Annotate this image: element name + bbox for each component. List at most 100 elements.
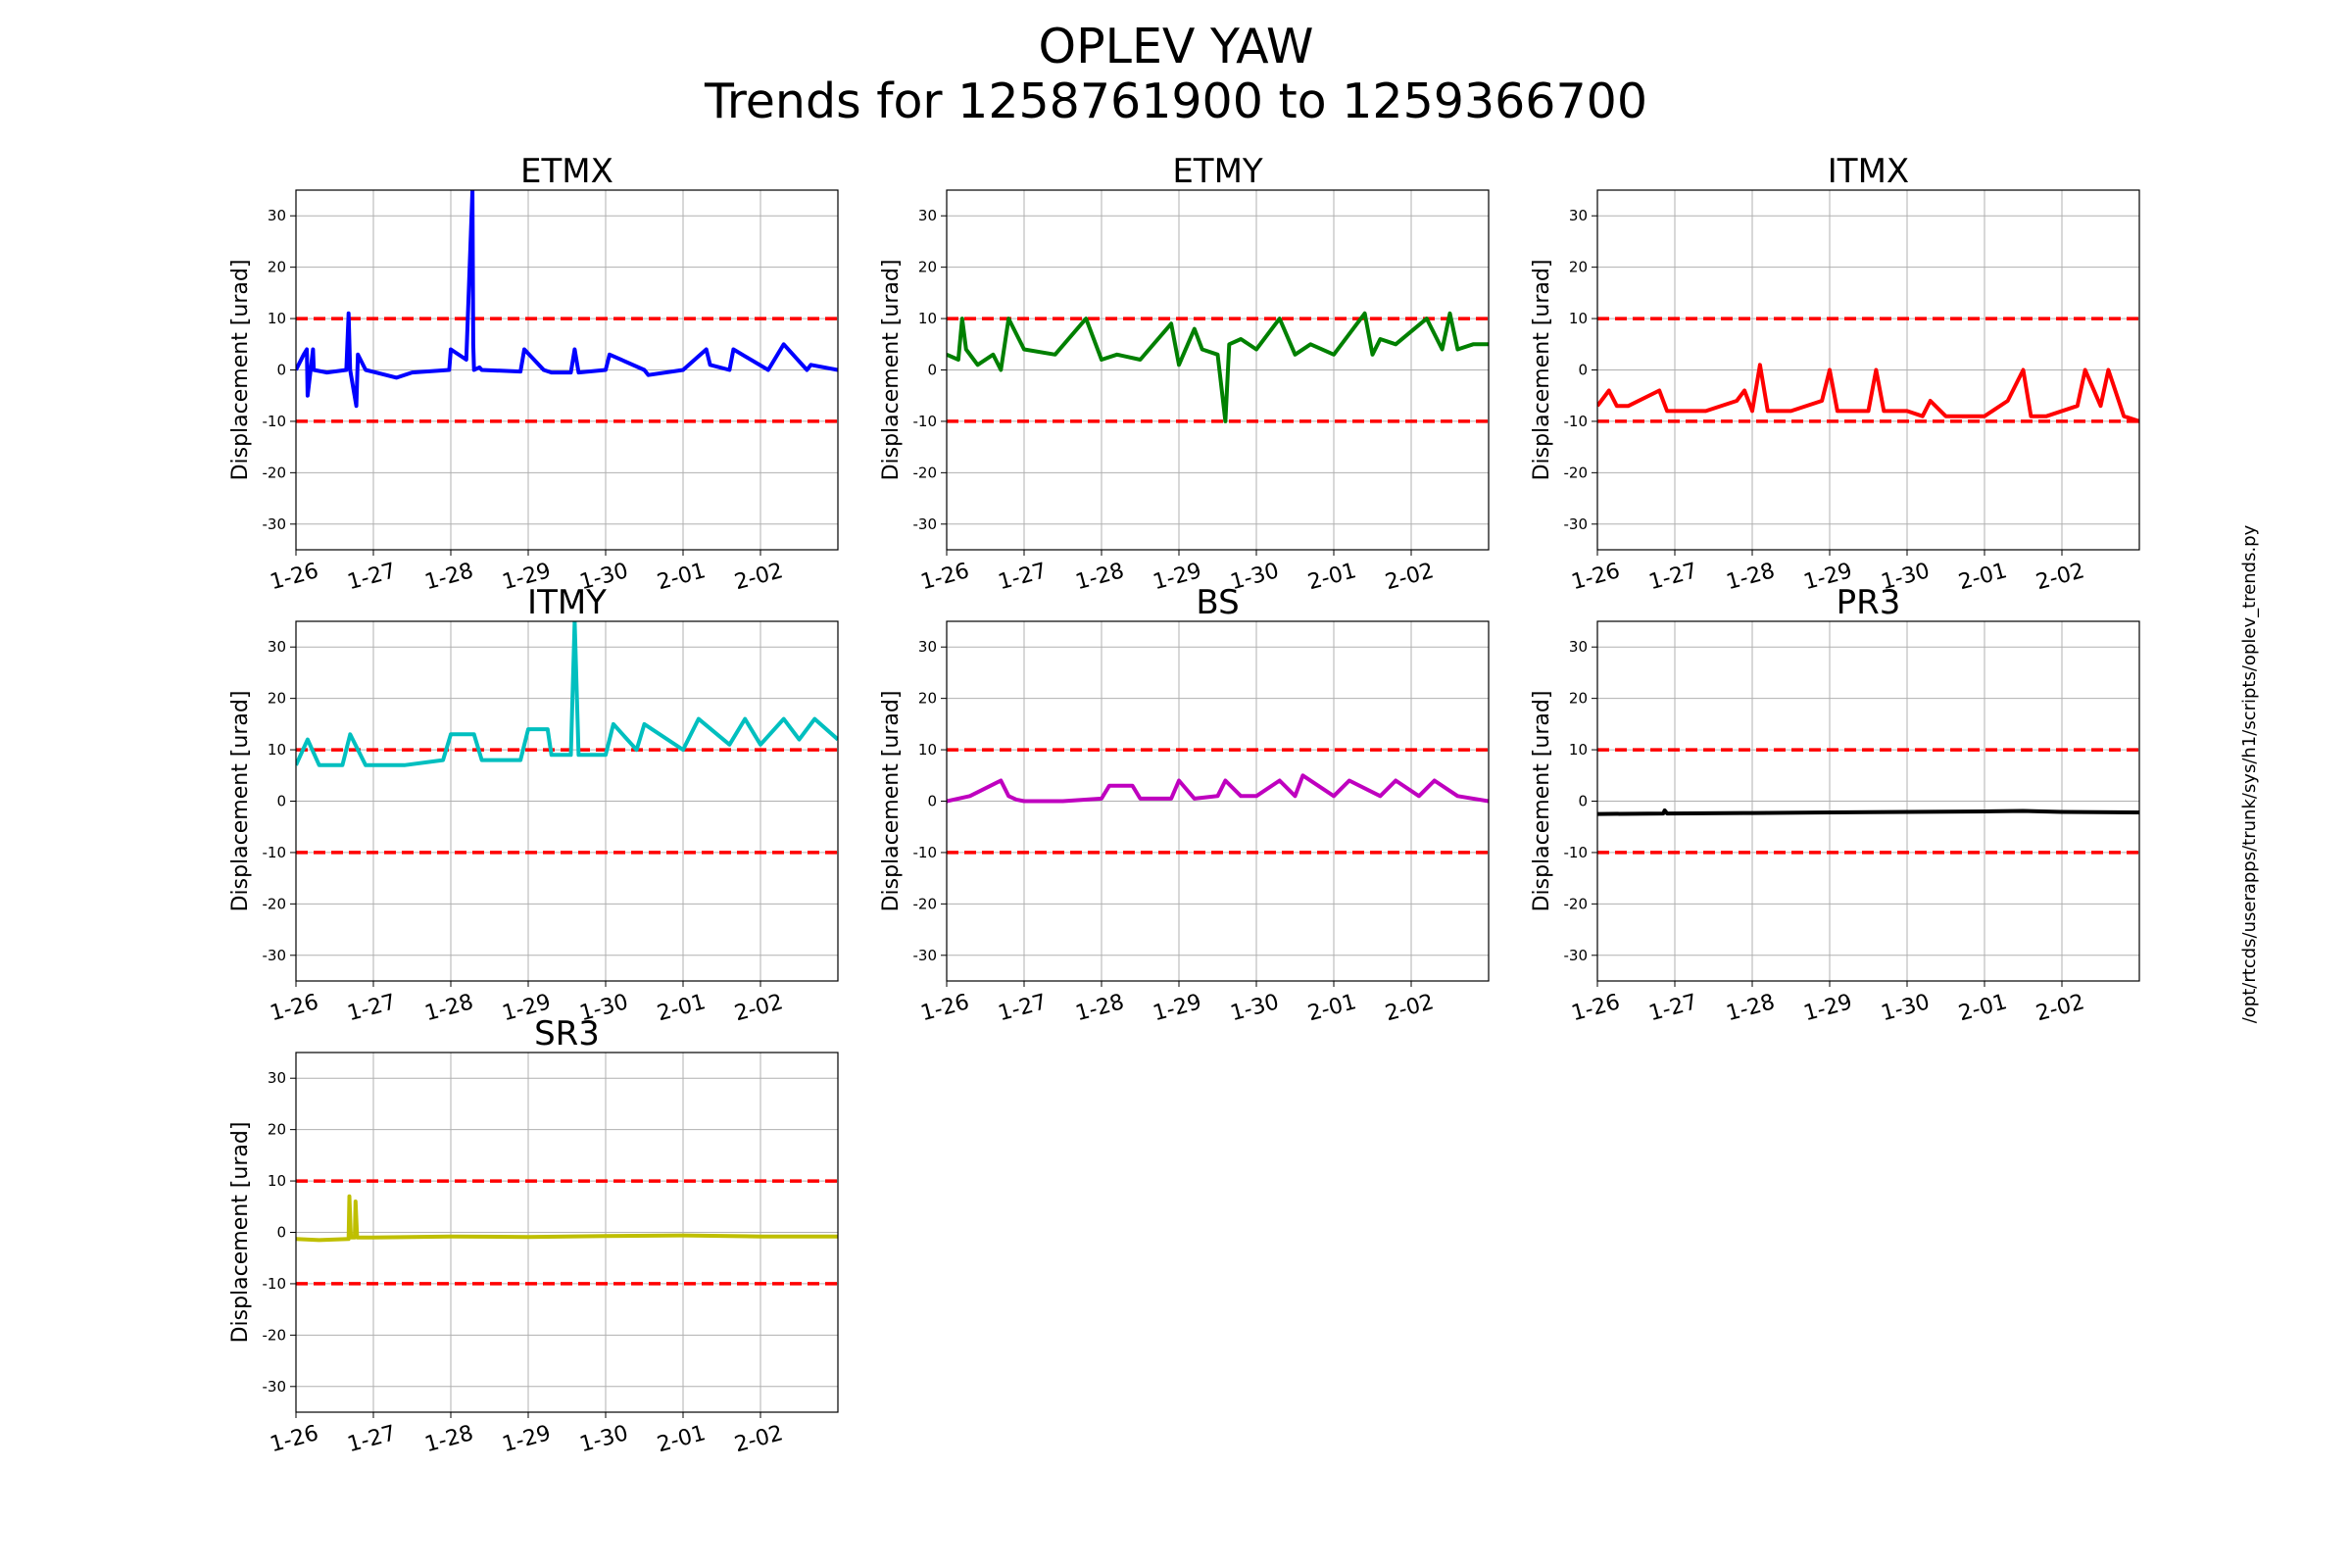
y-axis-label: Displacement [urad] [228, 1122, 253, 1344]
y-tick-label: -10 [913, 413, 938, 430]
x-tick-label: 1-27 [996, 990, 1050, 1026]
x-tick-label: 1-28 [422, 559, 476, 595]
y-tick-label: 30 [1569, 207, 1588, 224]
series-line-itmy [296, 621, 838, 767]
y-tick-label: 20 [1569, 690, 1588, 708]
y-tick-label: 0 [276, 1224, 286, 1242]
y-axis-label: Displacement [urad] [228, 260, 253, 481]
x-tick-label: 1-28 [1073, 990, 1127, 1026]
x-tick-label: 2-02 [732, 1421, 786, 1457]
x-tick-label: 2-01 [655, 559, 709, 595]
x-tick-label: 1-27 [345, 1421, 399, 1457]
y-tick-label: 30 [268, 638, 286, 656]
y-axis-label: Displacement [urad] [879, 691, 904, 912]
x-tick-label: 1-26 [1569, 990, 1623, 1026]
figure-title-line1: OPLEV YAW [1038, 19, 1314, 74]
y-tick-label: -10 [1564, 413, 1589, 430]
y-tick-label: -30 [263, 1378, 287, 1396]
y-axis-label: Displacement [urad] [879, 260, 904, 481]
panel-title: ITMX [1828, 152, 1909, 191]
y-tick-label: -30 [263, 947, 287, 964]
series-line-pr3 [1597, 808, 2139, 816]
x-tick-label: 1-27 [996, 559, 1050, 595]
y-tick-label: 20 [918, 259, 937, 276]
x-tick-label: 2-01 [1305, 990, 1359, 1026]
y-tick-label: -20 [263, 464, 287, 481]
y-tick-label: 0 [276, 362, 286, 379]
y-tick-label: -30 [913, 947, 938, 964]
series-line-etmx [296, 190, 838, 409]
series-line-itmx [1597, 363, 2139, 423]
y-tick-label: 30 [268, 207, 286, 224]
x-tick-label: 2-01 [655, 1421, 709, 1457]
y-tick-label: 0 [1578, 793, 1588, 810]
x-tick-label: 1-30 [1228, 990, 1282, 1026]
figure-title: OPLEV YAW Trends for 1258761900 to 12593… [0, 20, 2352, 129]
y-axis-label: Displacement [urad] [228, 691, 253, 912]
x-tick-label: 1-30 [577, 1421, 631, 1457]
y-tick-label: 20 [268, 690, 286, 708]
series-line-bs [947, 773, 1489, 804]
x-tick-label: 2-02 [732, 990, 786, 1026]
x-tick-label: 1-27 [1646, 990, 1700, 1026]
x-tick-label: 1-28 [1073, 559, 1127, 595]
y-tick-label: 10 [268, 310, 286, 327]
y-tick-label: 0 [927, 362, 937, 379]
y-tick-label: -10 [263, 1275, 287, 1293]
y-tick-label: 10 [1569, 741, 1588, 759]
x-tick-label: 2-01 [1956, 990, 2010, 1026]
y-tick-label: 10 [268, 1172, 286, 1190]
x-tick-label: 1-26 [268, 990, 321, 1026]
x-tick-label: 2-01 [655, 990, 709, 1026]
x-tick-label: 1-30 [1879, 990, 1933, 1026]
x-tick-label: 2-02 [1383, 990, 1437, 1026]
x-tick-label: 2-01 [1305, 559, 1359, 595]
y-tick-label: 10 [918, 310, 937, 327]
panel-title: ITMY [527, 583, 607, 622]
panel-title: ETMY [1172, 152, 1263, 191]
y-tick-label: -10 [263, 413, 287, 430]
y-axis-label: Displacement [urad] [1530, 691, 1554, 912]
panel-title: SR3 [534, 1014, 600, 1054]
x-tick-label: 1-27 [345, 990, 399, 1026]
y-tick-label: 30 [1569, 638, 1588, 656]
y-tick-label: -20 [1564, 464, 1589, 481]
y-tick-label: -30 [1564, 947, 1589, 964]
x-tick-label: 1-29 [500, 1421, 554, 1457]
y-tick-label: 30 [918, 638, 937, 656]
y-tick-label: 30 [268, 1069, 286, 1087]
y-tick-label: -10 [1564, 844, 1589, 861]
y-tick-label: -10 [263, 844, 287, 861]
series-line-etmy [947, 311, 1489, 423]
y-tick-label: 10 [1569, 310, 1588, 327]
x-tick-label: 2-02 [1383, 559, 1437, 595]
y-tick-label: 20 [918, 690, 937, 708]
y-tick-label: 0 [276, 793, 286, 810]
x-tick-label: 1-29 [1151, 990, 1204, 1026]
chart-sr3: -30 -20 -10 0 10 20 30 1-26 1-27 1-28 1-29 1-30 2-01… [228, 1014, 839, 1457]
y-tick-label: -20 [263, 1326, 287, 1344]
y-tick-label: -30 [913, 515, 938, 533]
x-tick-label: 1-28 [1724, 559, 1778, 595]
x-tick-label: 1-26 [918, 990, 972, 1026]
x-tick-label: 1-26 [1569, 559, 1623, 595]
panel-title: PR3 [1837, 583, 1901, 622]
x-tick-label: 2-02 [732, 559, 786, 595]
x-tick-label: 2-02 [2034, 990, 2087, 1026]
x-tick-label: 2-01 [1956, 559, 2010, 595]
y-tick-label: -20 [1564, 895, 1589, 912]
y-tick-label: 20 [268, 259, 286, 276]
x-tick-label: 1-28 [422, 1421, 476, 1457]
panel-title: ETMX [520, 152, 613, 191]
y-tick-label: 30 [918, 207, 937, 224]
series-line-sr3 [296, 1194, 838, 1243]
y-tick-label: -20 [913, 464, 938, 481]
x-tick-label: 1-29 [1801, 990, 1855, 1026]
y-tick-label: 10 [268, 741, 286, 759]
y-tick-label: 10 [918, 741, 937, 759]
x-tick-label: 1-26 [918, 559, 972, 595]
